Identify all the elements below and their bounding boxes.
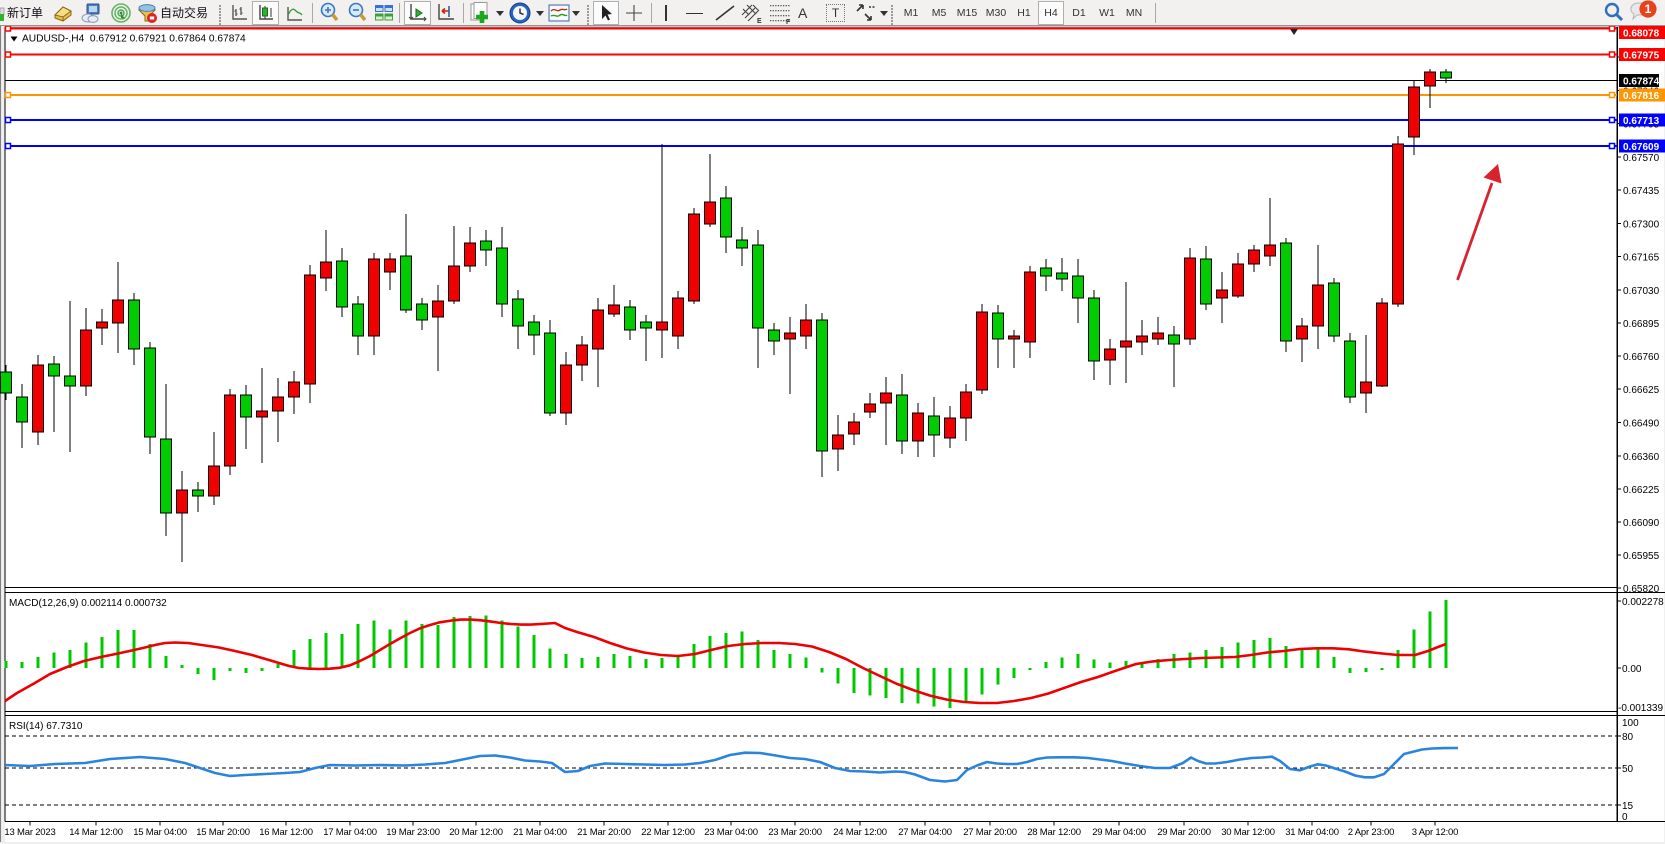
svg-text:0.65955: 0.65955	[1623, 551, 1660, 562]
svg-text:21 Mar 20:00: 21 Mar 20:00	[577, 827, 631, 838]
svg-text:29 Mar 20:00: 29 Mar 20:00	[1157, 827, 1211, 838]
svg-text:0.67874: 0.67874	[1623, 77, 1660, 88]
svg-text:0.00: 0.00	[1622, 664, 1642, 675]
svg-text:0.66090: 0.66090	[1623, 518, 1660, 529]
svg-text:0.66760: 0.66760	[1623, 352, 1660, 363]
svg-text:27 Mar 04:00: 27 Mar 04:00	[898, 827, 952, 838]
svg-text:14 Mar 12:00: 14 Mar 12:00	[69, 827, 123, 838]
svg-text:23 Mar 04:00: 23 Mar 04:00	[704, 827, 758, 838]
svg-text:0.67570: 0.67570	[1623, 153, 1660, 164]
svg-text:2 Apr 23:00: 2 Apr 23:00	[1348, 827, 1394, 838]
svg-text:F: F	[786, 19, 791, 25]
svg-text:0.67165: 0.67165	[1623, 253, 1660, 264]
svg-text:28 Mar 12:00: 28 Mar 12:00	[1027, 827, 1081, 838]
svg-text:1: 1	[1645, 2, 1652, 16]
svg-text:0.66360: 0.66360	[1623, 452, 1660, 463]
svg-text:21 Mar 04:00: 21 Mar 04:00	[513, 827, 567, 838]
svg-text:0.68078: 0.68078	[1623, 29, 1660, 40]
svg-text:0.67975: 0.67975	[1623, 51, 1660, 62]
svg-text:29 Mar 04:00: 29 Mar 04:00	[1092, 827, 1146, 838]
svg-text:3 Apr 12:00: 3 Apr 12:00	[1412, 827, 1458, 838]
svg-text:15 Mar 20:00: 15 Mar 20:00	[196, 827, 250, 838]
svg-text:80: 80	[1622, 732, 1634, 743]
svg-text:30 Mar 12:00: 30 Mar 12:00	[1221, 827, 1275, 838]
svg-text:AUDUSD-,H4 0.67912 0.67921 0.: AUDUSD-,H4 0.67912 0.67921 0.67864 0.678…	[22, 34, 246, 45]
svg-text:17 Mar 04:00: 17 Mar 04:00	[323, 827, 377, 838]
svg-text:-0.001339: -0.001339	[1618, 703, 1663, 714]
svg-text:MACD(12,26,9) 0.002114 0.00073: MACD(12,26,9) 0.002114 0.000732	[9, 598, 167, 609]
svg-text:0.67300: 0.67300	[1623, 220, 1660, 231]
svg-text:15 Mar 04:00: 15 Mar 04:00	[133, 827, 187, 838]
svg-text:100: 100	[1622, 718, 1639, 729]
svg-text:31 Mar 04:00: 31 Mar 04:00	[1285, 827, 1339, 838]
svg-text:22 Mar 12:00: 22 Mar 12:00	[641, 827, 695, 838]
svg-text:0: 0	[1622, 812, 1628, 823]
svg-text:15: 15	[1622, 801, 1634, 812]
svg-text:20 Mar 12:00: 20 Mar 12:00	[449, 827, 503, 838]
svg-text:13 Mar 2023: 13 Mar 2023	[4, 827, 55, 838]
svg-text:50: 50	[1622, 764, 1634, 775]
svg-text:0.66895: 0.66895	[1623, 319, 1660, 330]
svg-text:27 Mar 20:00: 27 Mar 20:00	[963, 827, 1017, 838]
svg-text:23 Mar 20:00: 23 Mar 20:00	[768, 827, 822, 838]
svg-text:0.66490: 0.66490	[1623, 419, 1660, 430]
svg-text:E: E	[757, 18, 762, 25]
svg-text:0.002278: 0.002278	[1622, 597, 1664, 608]
svg-text:0.67816: 0.67816	[1623, 91, 1660, 102]
svg-text:0.65820: 0.65820	[1623, 584, 1660, 595]
svg-text:0.67030: 0.67030	[1623, 286, 1660, 297]
svg-text:RSI(14) 67.7310: RSI(14) 67.7310	[9, 721, 83, 732]
svg-text:0.67435: 0.67435	[1623, 186, 1660, 197]
svg-text:24 Mar 12:00: 24 Mar 12:00	[833, 827, 887, 838]
svg-text:0.67609: 0.67609	[1623, 142, 1660, 153]
svg-text:0.66225: 0.66225	[1623, 485, 1660, 496]
svg-text:16 Mar 12:00: 16 Mar 12:00	[259, 827, 313, 838]
svg-text:0.66625: 0.66625	[1623, 385, 1660, 396]
svg-text:0.67713: 0.67713	[1623, 116, 1660, 127]
svg-text:19 Mar 23:00: 19 Mar 23:00	[386, 827, 440, 838]
